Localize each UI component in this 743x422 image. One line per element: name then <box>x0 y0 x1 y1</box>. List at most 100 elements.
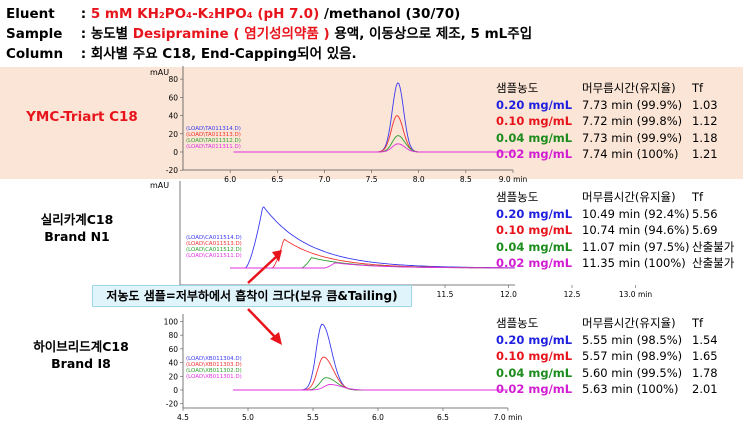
x-tick-label: 8.5 <box>460 175 472 184</box>
sample-sep: : <box>76 26 91 42</box>
highlight-band <box>0 67 743 179</box>
table-row: 0.04 mg/mL 11.07 min (97.5%) 산출불가 <box>496 239 735 256</box>
trace-file-label: (LOAD\CA011511.D) <box>186 253 242 259</box>
trace-0-10-mg-mL <box>233 356 508 391</box>
table-header-row: 샘플농도 머무름시간(유지율) Tf <box>496 315 732 332</box>
x-tick-label: 13.0 min <box>619 290 652 299</box>
y-tick-label: 80 <box>168 75 178 84</box>
y-tick-label: 60 <box>168 93 178 102</box>
y-tick-label: 80 <box>168 331 178 340</box>
trace-file-label: (LOAD\CA011512.D) <box>186 247 242 253</box>
table-row: 0.10 mg/mL 5.57 min (98.9%) 1.65 <box>496 348 732 365</box>
x-tick-label: 12.0 <box>500 290 517 299</box>
rt: 5.63 min (100%) <box>582 382 679 396</box>
eluent-rest: /methanol (30/70) <box>319 6 461 22</box>
y-tick-label: -20 <box>166 400 178 409</box>
y-tick-label: 40 <box>168 112 178 121</box>
rt: 11.35 min (100%) <box>582 256 686 270</box>
tf: 1.12 <box>692 114 718 128</box>
x-tick-label: 5.0 <box>242 413 254 422</box>
conc: 0.20 mg/mL <box>496 206 573 221</box>
th-conc: 샘플농도 <box>496 316 539 330</box>
sample-rest: 용액, 이동상으로 제조, 5 mL주입 <box>329 26 533 42</box>
table-row: 0.20 mg/mL 10.49 min (92.4%) 5.56 <box>496 206 732 223</box>
tf: 5.56 <box>692 206 718 221</box>
rt: 5.55 min (98.5%) <box>582 332 683 347</box>
th-tf: Tf <box>692 316 704 330</box>
column-text: 회사별 주요 C18, End-Capping되어 있음. <box>90 46 357 62</box>
arrow-down-icon <box>270 332 282 345</box>
rt: 7.73 min (99.9%) <box>582 97 683 112</box>
conc: 0.04 mg/mL <box>496 365 573 380</box>
table-row: 0.20 mg/mL 5.55 min (98.5%) 1.54 <box>496 332 732 349</box>
panel-label-i8: 하이브리드계C18 Brand I8 <box>22 338 140 372</box>
th-rt: 머무름시간(유지율) <box>582 81 676 95</box>
x-tick-label: 11.5 <box>437 290 454 299</box>
y-tick-label: 60 <box>168 345 178 354</box>
rt: 10.74 min (94.6%) <box>582 223 690 237</box>
table-row: 0.04 mg/mL 7.73 min (99.9%) 1.18 <box>496 130 732 147</box>
eluent-key: Eluent <box>6 6 55 22</box>
table-row: 0.04 mg/mL 5.60 min (99.5%) 1.78 <box>496 365 732 382</box>
trace-0-04-mg-mL <box>233 135 513 153</box>
trace-file-label: (LOAD\TA011312.D) <box>186 138 241 144</box>
tf: 1.65 <box>692 349 718 363</box>
conc: 0.04 mg/mL <box>496 130 573 145</box>
trace-file-label: (LOAD\CA011514.D) <box>186 235 242 241</box>
tf: 1.21 <box>692 147 718 161</box>
y-tick-label: 0 <box>173 386 178 395</box>
arrow-down-line <box>247 308 276 338</box>
table-row: 0.10 mg/mL 10.74 min (94.6%) 5.69 <box>496 222 732 239</box>
table-row: 0.10 mg/mL 7.72 min (99.8%) 1.12 <box>496 113 732 130</box>
rt: 7.72 min (99.8%) <box>582 114 683 128</box>
trace-file-label: (LOAD\TA011314.D) <box>186 126 241 132</box>
conc: 0.10 mg/mL <box>496 114 573 128</box>
th-rt: 머무름시간(유지율) <box>582 190 676 204</box>
x-tick-label: 12.5 <box>564 290 581 299</box>
conc: 0.20 mg/mL <box>496 332 573 347</box>
y-axis-label: mAU <box>150 181 169 190</box>
x-tick-label: 5.5 <box>307 413 319 422</box>
x-tick-label: 6.0 <box>224 175 236 184</box>
tf: 1.18 <box>692 130 718 145</box>
tf: 산출불가 <box>692 239 735 254</box>
trace-0-10-mg-mL <box>233 115 513 153</box>
eluent-buffer: 5 mM KH₂PO₄-K₂HPO₄ (pH 7.0) <box>90 6 320 22</box>
sample-compound: Desipramine ( 염기성의약품 ) <box>132 26 330 42</box>
rt: 7.73 min (99.9%) <box>582 130 683 145</box>
x-tick-label: 6.5 <box>437 413 449 422</box>
tf: 1.78 <box>692 365 718 380</box>
conc: 0.02 mg/mL <box>496 382 573 396</box>
column-key: Column <box>6 46 64 62</box>
sample-key: Sample <box>6 26 63 42</box>
table-header-row: 샘플농도 머무름시간(유지율) Tf <box>496 189 732 206</box>
y-tick-label: -20 <box>166 166 178 175</box>
rt: 10.49 min (92.4%) <box>582 206 690 221</box>
table-row: 0.02 mg/mL 7.74 min (100%) 1.21 <box>496 146 732 163</box>
x-tick-label: 8.0 <box>413 175 425 184</box>
panel-label-line: Brand I8 <box>51 356 111 371</box>
trace-file-label: (LOAD\XB011304.D) <box>186 356 242 362</box>
th-rt: 머무름시간(유지율) <box>582 316 676 330</box>
th-tf: Tf <box>692 190 704 204</box>
trace-file-label: (LOAD\XB011303.D) <box>186 362 242 368</box>
tf: 1.54 <box>692 332 718 347</box>
x-tick-label: 7.0 <box>318 175 330 184</box>
sample-pre: 농도별 <box>90 26 133 42</box>
panel-label-line: 실리카계C18 <box>40 212 114 227</box>
panel-label-line: YMC-Triart C18 <box>26 109 138 125</box>
trace-0-04-mg-mL <box>233 377 508 391</box>
tf: 2.01 <box>692 382 718 396</box>
column-sep: : <box>76 46 91 62</box>
tf: 산출불가 <box>692 256 735 270</box>
rt: 5.57 min (98.9%) <box>582 349 683 363</box>
eluent-sep: : <box>76 6 91 22</box>
table-row: 0.02 mg/mL 5.63 min (100%) 2.01 <box>496 381 732 398</box>
y-tick-label: 0 <box>173 148 178 157</box>
column-line: Column : 회사별 주요 C18, End-Capping되어 있음. <box>6 45 357 63</box>
conc: 0.20 mg/mL <box>496 97 573 112</box>
x-tick-label: 4.5 <box>177 413 189 422</box>
trace-file-label: (LOAD\CA011513.D) <box>186 241 242 247</box>
eluent-line: Eluent : 5 mM KH₂PO₄-K₂HPO₄ (pH 7.0) /me… <box>6 5 460 23</box>
